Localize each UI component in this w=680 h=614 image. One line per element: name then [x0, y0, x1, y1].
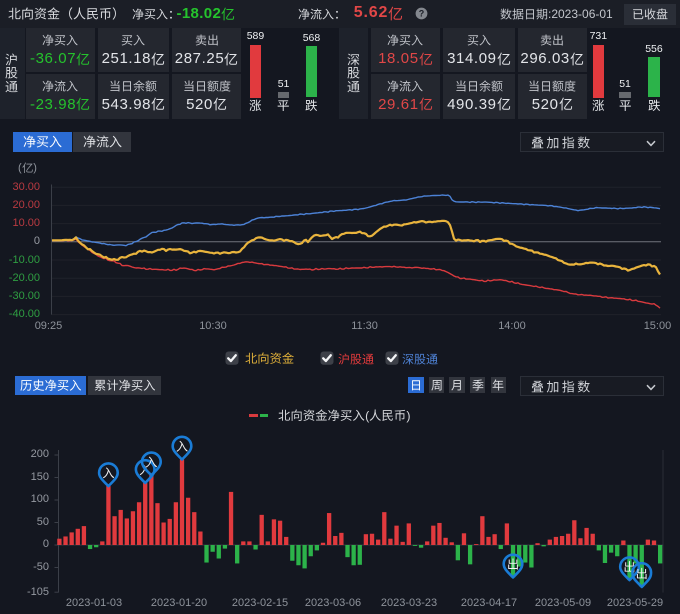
svg-text:?: ? [419, 9, 425, 19]
